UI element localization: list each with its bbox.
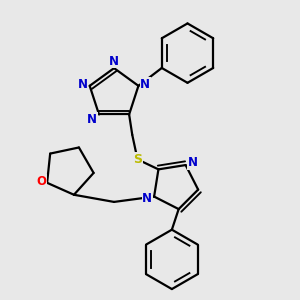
- Text: N: N: [78, 78, 88, 91]
- Text: N: N: [109, 55, 119, 68]
- Text: N: N: [188, 156, 197, 169]
- Text: N: N: [140, 78, 150, 91]
- Text: S: S: [133, 153, 142, 166]
- Text: O: O: [37, 175, 46, 188]
- Text: N: N: [87, 113, 97, 126]
- Text: N: N: [142, 192, 152, 205]
